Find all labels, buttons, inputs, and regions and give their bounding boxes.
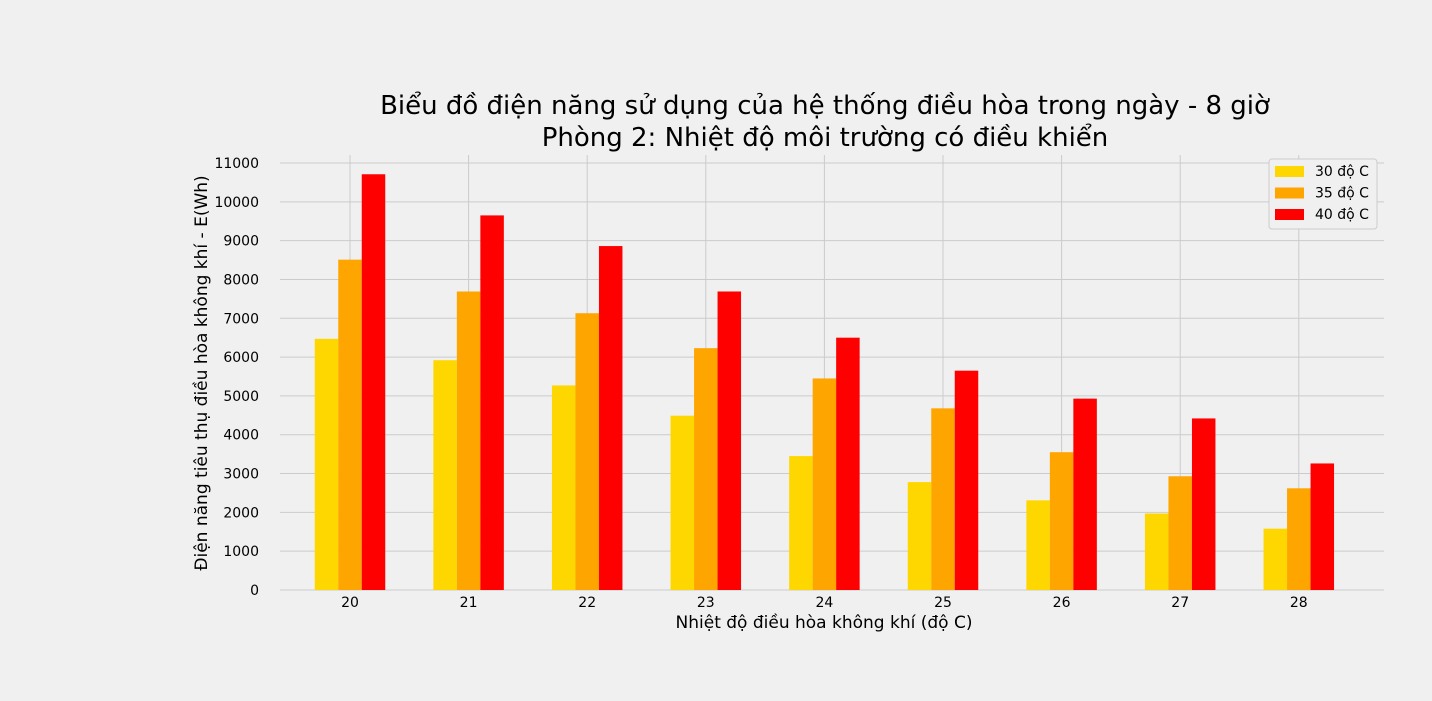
y-tick-label: 1000 — [223, 544, 259, 560]
x-tick-label: 26 — [1053, 595, 1071, 611]
bar — [1144, 513, 1169, 590]
bar — [433, 360, 457, 590]
bar — [361, 174, 386, 591]
x-tick-label: 25 — [934, 595, 952, 611]
legend-label: 35 độ C — [1315, 186, 1369, 202]
x-tick-label: 23 — [697, 595, 715, 611]
bar — [670, 415, 695, 590]
chart-title: Biểu đồ điện năng sử dụng của hệ thống đ… — [380, 90, 1270, 121]
y-tick-label: 5000 — [223, 389, 259, 405]
legend-label: 40 độ C — [1315, 207, 1369, 223]
x-tick-label: 21 — [460, 595, 478, 611]
bar — [1191, 418, 1216, 590]
bar — [836, 337, 860, 590]
bar — [480, 215, 504, 590]
bar — [1073, 398, 1097, 590]
y-tick-label: 7000 — [223, 311, 259, 327]
legend-label: 30 độ C — [1315, 164, 1369, 180]
bar — [954, 370, 979, 590]
y-tick-label: 0 — [250, 583, 259, 599]
bar — [575, 313, 599, 590]
bar — [1287, 488, 1311, 590]
bar — [1049, 452, 1074, 590]
y-tick-label: 10000 — [214, 195, 259, 211]
x-tick-label: 28 — [1290, 595, 1308, 611]
legend: 30 độ C 35 độ C 40 độ C — [1268, 158, 1378, 230]
y-tick-label: 11000 — [214, 156, 259, 172]
bar — [931, 408, 955, 590]
legend-swatch — [1275, 209, 1304, 220]
bar — [717, 291, 742, 590]
bar — [694, 348, 718, 590]
bar — [789, 456, 813, 590]
y-tick-label: 6000 — [223, 350, 259, 366]
bar — [598, 246, 623, 590]
legend-swatch — [1275, 187, 1304, 199]
bar — [812, 378, 837, 590]
y-tick-label: 3000 — [223, 467, 259, 483]
bar — [551, 385, 576, 590]
x-axis-label: Nhiệt độ điều hòa không khí (độ C) — [676, 612, 973, 633]
bar — [314, 338, 339, 590]
bars — [314, 174, 1335, 591]
x-tick-label: 24 — [815, 595, 833, 611]
legend-swatch — [1275, 166, 1304, 177]
bar — [907, 482, 932, 590]
bar — [1168, 476, 1192, 590]
y-axis-ticks: 0 1000 2000 3000 4000 5000 6000 7000 8000 9000 100… — [214, 156, 259, 599]
bar — [338, 259, 362, 590]
chart-subtitle: Phòng 2: Nhiệt độ môi trường có điều khi… — [542, 122, 1109, 153]
x-tick-label: 27 — [1171, 595, 1189, 611]
y-tick-label: 9000 — [223, 234, 259, 250]
y-tick-label: 2000 — [223, 505, 259, 521]
y-tick-label: 4000 — [223, 428, 259, 444]
x-tick-label: 20 — [341, 595, 359, 611]
x-axis-ticks: 20 21 22 23 24 25 26 27 28 — [341, 595, 1308, 611]
bar — [456, 291, 481, 590]
bar — [1026, 500, 1050, 590]
bar — [1263, 528, 1288, 590]
bar — [1310, 463, 1335, 590]
y-tick-label: 8000 — [223, 272, 259, 288]
x-tick-label: 22 — [578, 595, 596, 611]
y-axis-label: Điện năng tiêu thụ điều hòa không khí - … — [191, 175, 212, 570]
